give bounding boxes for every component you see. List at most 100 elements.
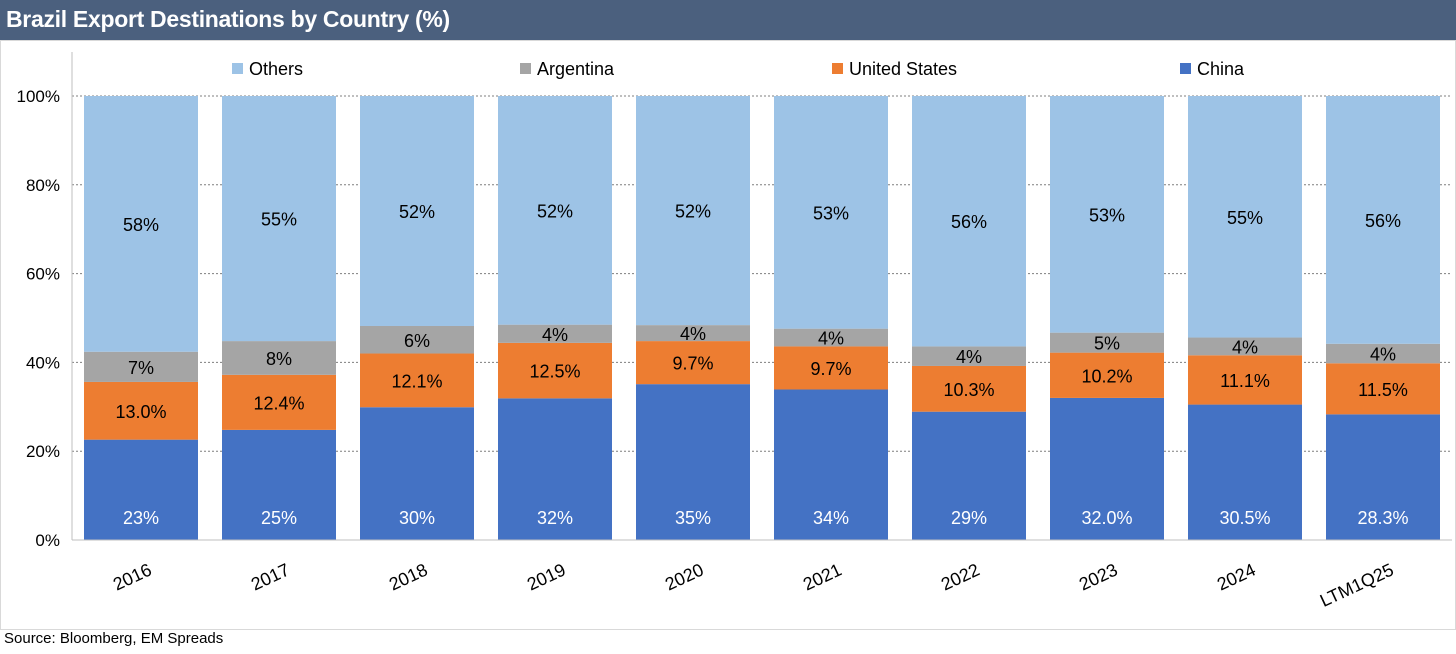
bar-china [360,407,474,540]
x-tick-label: 2019 [524,559,569,594]
y-tick-label: 60% [26,265,60,284]
data-label: 11.1% [1220,371,1270,391]
source-note: Source: Bloomberg, EM Spreads [4,630,224,647]
bar-argentina [222,341,336,375]
bar-united-states [498,342,612,399]
y-tick-label: 0% [35,531,60,550]
data-label: 23% [123,508,159,528]
bar-others [360,96,474,326]
bar-united-states [774,346,888,390]
data-label: 4% [818,329,844,349]
legend-label: Argentina [537,59,615,79]
data-label: 55% [261,210,297,230]
bar-china [222,429,336,540]
data-label: 13.0% [115,402,166,422]
bar-others [1050,96,1164,333]
bar-others [636,96,750,326]
stacked-bar-chart: 23% 13.0% 7% 58% 25% 12.4% 8% 55% 30% 12.1% 6% 52% 3… [17,52,1452,611]
data-label: 9.7% [810,359,851,379]
bar-argentina [84,351,198,382]
bar-china [912,411,1026,540]
data-label: 30% [399,508,435,528]
bar-others [222,96,336,342]
data-label: 10.3% [943,380,994,400]
data-label: 56% [1365,211,1401,231]
data-label: 4% [1232,337,1258,357]
data-label: 25% [261,508,297,528]
data-label: 4% [956,347,982,367]
data-label: 52% [537,201,573,221]
data-label: 10.2% [1081,366,1132,386]
data-label: 12.1% [391,371,442,391]
bar-others [774,96,888,329]
bar-argentina [1326,343,1440,364]
bar-china [84,439,198,540]
bar-argentina [912,346,1026,366]
legend: Others Argentina United States China [232,59,1245,79]
bar-argentina [774,328,888,347]
x-tick-label: 2018 [386,559,431,594]
legend-swatch [832,63,843,74]
legend-label: United States [849,59,957,79]
legend-swatch [1180,63,1191,74]
data-label: 53% [1089,205,1125,225]
data-label: 4% [542,325,568,345]
data-label: 11.5% [1358,380,1408,400]
x-tick-label: 2021 [800,559,845,594]
bar-argentina [636,325,750,342]
data-label: 32.0% [1081,508,1132,528]
bar-united-states [1326,363,1440,415]
bar-argentina [360,325,474,354]
bar-china [1188,404,1302,540]
x-tick-label: 2022 [938,559,983,594]
bar-united-states [360,353,474,408]
x-tick-label: 2016 [110,559,155,594]
bar-others [1188,96,1302,338]
data-label: 4% [680,324,706,344]
legend-label: Others [249,59,303,79]
data-label: 5% [1094,334,1120,354]
data-label: 12.5% [529,362,580,382]
data-label: 29% [951,508,987,528]
data-label: 4% [1370,345,1396,365]
bar-argentina [498,324,612,343]
bar-argentina [1188,337,1302,356]
bars [84,96,1440,540]
bar-china [1050,397,1164,540]
x-tick-label: LTM1Q25 [1317,559,1397,610]
data-label: 9.7% [672,354,713,374]
bar-others [84,96,198,352]
bar-china [636,384,750,540]
x-tick-label: 2024 [1214,559,1259,594]
data-label: 28.3% [1357,508,1408,528]
data-label: 30.5% [1219,508,1270,528]
bar-others [498,96,612,325]
y-tick-label: 40% [26,353,60,372]
bar-united-states [84,381,198,440]
x-tick-label: 2023 [1076,559,1121,594]
data-label: 52% [675,202,711,222]
data-label: 32% [537,508,573,528]
legend-swatch [520,63,531,74]
bar-united-states [222,374,336,430]
bar-united-states [912,365,1026,412]
x-tick-label: 2020 [662,559,707,594]
chart-title: Brazil Export Destinations by Country (%… [6,6,450,32]
y-tick-label: 20% [26,442,60,461]
data-labels: 23% 13.0% 7% 58% 25% 12.4% 8% 55% 30% 12.1% 6% 52% 3… [115,201,1408,528]
data-label: 35% [675,508,711,528]
bar-china [1326,414,1440,540]
y-tick-label: 80% [26,176,60,195]
data-label: 12.4% [253,393,304,413]
data-label: 56% [951,212,987,232]
legend-label: China [1197,59,1245,79]
data-label: 53% [813,203,849,223]
bar-china [498,398,612,540]
data-label: 52% [399,202,435,222]
legend-swatch [232,63,243,74]
bar-argentina [1050,332,1164,353]
bar-others [912,96,1026,347]
bar-others [1326,96,1440,344]
data-label: 8% [266,349,292,369]
bar-united-states [636,341,750,385]
